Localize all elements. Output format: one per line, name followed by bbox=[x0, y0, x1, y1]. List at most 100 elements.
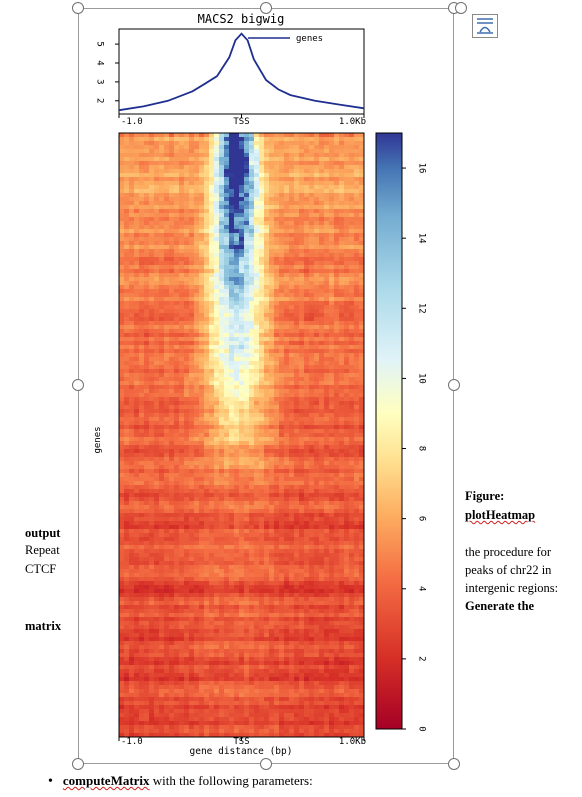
heatmap-cell bbox=[294, 301, 300, 306]
heatmap-cell bbox=[209, 329, 215, 334]
heatmap-cell bbox=[174, 137, 180, 142]
heatmap-cell bbox=[284, 497, 290, 502]
heatmap-cell bbox=[259, 505, 265, 510]
heatmap-cell bbox=[174, 133, 180, 138]
heatmap-cell bbox=[359, 389, 364, 394]
resize-handle-top-left[interactable] bbox=[72, 2, 84, 14]
heatmap-cell bbox=[144, 197, 150, 202]
heatmap-cell bbox=[274, 353, 280, 358]
heatmap-cell bbox=[339, 437, 345, 442]
heatmap-cell bbox=[299, 381, 305, 386]
heatmap-cell bbox=[279, 237, 285, 242]
resize-handle-bottom-right[interactable] bbox=[448, 758, 460, 770]
resize-handle-left[interactable] bbox=[72, 379, 84, 391]
heatmap-cell bbox=[339, 381, 345, 386]
heatmap-cell bbox=[209, 477, 215, 482]
heatmap-cell bbox=[204, 441, 210, 446]
heatmap-cell bbox=[344, 337, 350, 342]
heatmap-cell bbox=[189, 261, 195, 266]
heatmap-cell bbox=[274, 193, 280, 198]
heatmap-cell bbox=[149, 233, 155, 238]
heatmap-cell bbox=[289, 257, 295, 262]
heatmap-cell bbox=[219, 441, 225, 446]
heatmap-cell bbox=[229, 477, 235, 482]
heatmap-cell bbox=[159, 357, 165, 362]
heatmap-cell bbox=[279, 441, 285, 446]
heatmap-cell bbox=[319, 345, 325, 350]
heatmap-cell bbox=[244, 141, 250, 146]
heatmap-cell bbox=[314, 349, 320, 354]
heatmap-cell bbox=[179, 213, 185, 218]
heatmap-cell bbox=[159, 345, 165, 350]
heatmap-cell bbox=[124, 137, 130, 142]
heatmap-cell bbox=[164, 297, 170, 302]
heatmap-cell bbox=[124, 397, 130, 402]
heatmap-cell bbox=[249, 241, 255, 246]
heatmap-cell bbox=[119, 149, 125, 154]
resize-handle-right[interactable] bbox=[448, 379, 460, 391]
heatmap-cell bbox=[169, 193, 175, 198]
heatmap-cell bbox=[209, 293, 215, 298]
heatmap-cell bbox=[119, 201, 125, 206]
heatmap-cell bbox=[194, 137, 200, 142]
heatmap-cell bbox=[179, 141, 185, 146]
layout-options-icon[interactable] bbox=[472, 14, 498, 38]
heatmap-cell bbox=[119, 161, 125, 166]
heatmap-cell bbox=[264, 325, 270, 330]
heatmap-cell bbox=[314, 213, 320, 218]
heatmap-cell bbox=[199, 457, 205, 462]
heatmap-cell bbox=[294, 321, 300, 326]
heatmap-cell bbox=[339, 145, 345, 150]
heatmap-cell bbox=[354, 525, 360, 530]
heatmap-cell bbox=[349, 329, 355, 334]
heatmap-cell bbox=[134, 445, 140, 450]
heatmap-cell bbox=[229, 325, 235, 330]
heatmap-cell bbox=[294, 421, 300, 426]
heatmap-cell bbox=[199, 189, 205, 194]
heatmap-cell bbox=[269, 173, 275, 178]
heatmap-cell bbox=[219, 249, 225, 254]
heatmap-cell bbox=[199, 173, 205, 178]
heatmap-cell bbox=[154, 169, 160, 174]
heatmap-cell bbox=[269, 533, 275, 538]
heatmap-cell bbox=[309, 149, 315, 154]
heatmap-cell bbox=[299, 137, 305, 142]
heatmap-cell bbox=[344, 285, 350, 290]
heatmap-cell bbox=[194, 401, 200, 406]
heatmap-cell bbox=[154, 493, 160, 498]
resize-handle-top[interactable] bbox=[260, 2, 272, 14]
heatmap-cell bbox=[264, 149, 270, 154]
heatmap-cell bbox=[154, 529, 160, 534]
heatmap-cell bbox=[239, 341, 245, 346]
heatmap-cell bbox=[344, 161, 350, 166]
resize-handle-bottom-left[interactable] bbox=[72, 758, 84, 770]
heatmap-cell bbox=[334, 385, 340, 390]
heatmap-cell bbox=[289, 237, 295, 242]
heatmap-cell bbox=[199, 161, 205, 166]
heatmap-cell bbox=[139, 273, 145, 278]
heatmap-cell bbox=[209, 197, 215, 202]
heatmap-cell bbox=[294, 517, 300, 522]
heatmap-cell bbox=[339, 181, 345, 186]
heatmap-cell bbox=[249, 165, 255, 170]
heatmap-cell bbox=[304, 265, 310, 270]
heatmap-cell bbox=[214, 141, 220, 146]
heatmap-cell bbox=[124, 385, 130, 390]
heatmap-cell bbox=[124, 269, 130, 274]
heatmap-cell bbox=[234, 473, 240, 478]
heatmap-cell bbox=[309, 441, 315, 446]
heatmap-cell bbox=[294, 173, 300, 178]
heatmap-cell bbox=[129, 253, 135, 258]
heatmap-cell bbox=[244, 253, 250, 258]
heatmap-cell bbox=[334, 281, 340, 286]
rotate-handle[interactable] bbox=[455, 2, 467, 14]
heatmap-cell bbox=[224, 505, 230, 510]
heatmap-cell bbox=[269, 381, 275, 386]
heatmap-cell bbox=[239, 265, 245, 270]
resize-handle-bottom[interactable] bbox=[260, 758, 272, 770]
heatmap-cell bbox=[249, 437, 255, 442]
heatmap-cell bbox=[304, 281, 310, 286]
heatmap-cell bbox=[189, 409, 195, 414]
heatmap-cell bbox=[149, 405, 155, 410]
heatmap-cell bbox=[174, 517, 180, 522]
